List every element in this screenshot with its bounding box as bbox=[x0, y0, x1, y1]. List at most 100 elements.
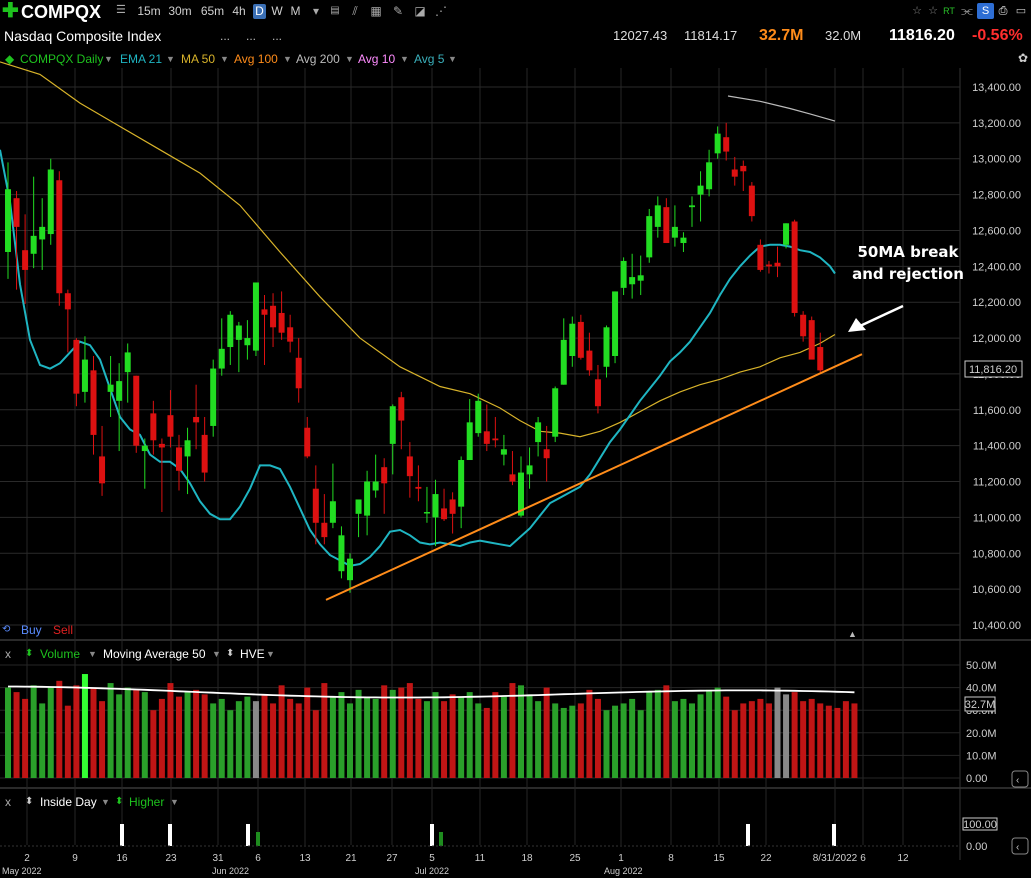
legend-caret-icon[interactable]: ▼ bbox=[266, 649, 275, 659]
candle-body bbox=[466, 422, 473, 461]
chart-type-icon[interactable]: ⫽ bbox=[352, 4, 358, 18]
favorite-star-icon[interactable]: ☆ bbox=[912, 5, 922, 17]
volume-label[interactable]: Volume bbox=[40, 647, 81, 661]
legend-caret-icon[interactable]: ▼ bbox=[166, 54, 175, 64]
sell-label[interactable]: Sell bbox=[53, 623, 74, 637]
tf-daily[interactable]: D bbox=[253, 4, 266, 19]
legend-caret-icon[interactable]: ▼ bbox=[212, 649, 221, 659]
legend-avg5[interactable]: Avg 5 bbox=[414, 52, 445, 66]
calculator-icon[interactable]: ▦ bbox=[370, 4, 382, 18]
refresh-icon[interactable]: ⟲ bbox=[2, 624, 11, 635]
add-symbol-icon[interactable]: ✚ bbox=[2, 0, 19, 22]
volume-bar bbox=[415, 698, 422, 778]
link-icon[interactable]: ⫘ bbox=[961, 3, 973, 18]
inside-day-marker bbox=[832, 824, 836, 846]
indicator-panel-close[interactable]: x bbox=[5, 795, 11, 809]
volume-current-box bbox=[964, 696, 996, 712]
info-dots-3[interactable]: ... bbox=[272, 29, 283, 43]
draw-pencil-icon[interactable]: ✎ bbox=[392, 4, 404, 18]
volume-bar bbox=[295, 703, 302, 778]
legend-avg100[interactable]: Avg 100 bbox=[234, 52, 278, 66]
legend-caret-icon[interactable]: ▼ bbox=[88, 649, 97, 659]
tf-65m[interactable]: 65m bbox=[200, 4, 225, 18]
legend-caret-icon[interactable]: ▼ bbox=[170, 797, 179, 807]
price-axis-label: 10,800.00 bbox=[972, 548, 1021, 560]
candle-body bbox=[629, 277, 636, 285]
share-icon[interactable]: ⋰ bbox=[435, 4, 447, 18]
tf-15m[interactable]: 15m bbox=[137, 4, 161, 18]
volume-toggle-icon[interactable]: ⬍ bbox=[25, 648, 34, 659]
layout-s-icon[interactable]: S bbox=[977, 3, 994, 19]
legend-caret-icon[interactable]: ▼ bbox=[101, 797, 110, 807]
higher-toggle-icon[interactable]: ⬍ bbox=[115, 796, 124, 807]
candle-body bbox=[458, 460, 465, 507]
tf-weekly[interactable]: W bbox=[271, 4, 283, 18]
dropdown-caret-icon[interactable]: ▾ bbox=[312, 4, 320, 18]
tf-monthly[interactable]: M bbox=[290, 4, 301, 18]
candle-body bbox=[176, 447, 182, 471]
inside-day-label[interactable]: Inside Day bbox=[40, 795, 97, 809]
grid-menu-icon[interactable]: ☰ bbox=[116, 4, 126, 16]
info-dots-1[interactable]: ... bbox=[220, 29, 231, 43]
chart-palette-icon[interactable]: ✿ bbox=[1018, 51, 1028, 65]
symbol-title[interactable]: COMPQX bbox=[21, 2, 102, 22]
hve-label[interactable]: HVE bbox=[240, 647, 265, 661]
volume-ma-label[interactable]: Moving Average 50 bbox=[103, 647, 206, 661]
legend-caret-icon[interactable]: ◆ bbox=[5, 52, 15, 66]
info-dots-2[interactable]: ... bbox=[246, 29, 257, 43]
print-icon[interactable]: ⎙ bbox=[998, 5, 1008, 17]
inside-day-toggle-icon[interactable]: ⬍ bbox=[25, 796, 34, 807]
legend-caret-icon[interactable]: ▼ bbox=[283, 54, 292, 64]
volume-bar bbox=[73, 685, 80, 778]
legend-caret-icon[interactable]: ▼ bbox=[104, 54, 113, 64]
volume-bar bbox=[475, 703, 482, 778]
chevron-left-icon[interactable]: ‹ bbox=[1016, 775, 1019, 786]
legend-ema21[interactable]: EMA 21 bbox=[120, 52, 163, 66]
legend-caret-icon[interactable]: ▼ bbox=[400, 54, 409, 64]
support-trendline[interactable] bbox=[325, 353, 863, 601]
candle-body bbox=[637, 275, 644, 281]
volume-bar bbox=[321, 683, 328, 778]
current-price-label: 11,816.20 bbox=[969, 364, 1017, 376]
legend-caret-icon[interactable]: ▼ bbox=[220, 54, 229, 64]
volume-bar bbox=[141, 692, 148, 778]
ema21-line bbox=[0, 149, 836, 567]
candle-body bbox=[612, 291, 619, 356]
buy-label[interactable]: Buy bbox=[21, 623, 42, 637]
legend-ma50[interactable]: MA 50 bbox=[181, 52, 216, 66]
tf-4h[interactable]: 4h bbox=[232, 4, 246, 18]
window-icon[interactable]: ▭ bbox=[1015, 5, 1027, 17]
candle-body bbox=[441, 508, 448, 520]
legend-caret-icon[interactable]: ▼ bbox=[448, 54, 457, 64]
chart-settings-icon[interactable]: ▤ bbox=[330, 5, 340, 16]
legend-caret-icon[interactable]: ▼ bbox=[345, 54, 354, 64]
volume-axis-label: 0.00 bbox=[966, 773, 987, 785]
volume-bar bbox=[329, 696, 336, 778]
indicator-scroll-btn[interactable] bbox=[1011, 837, 1029, 855]
volume-bar bbox=[338, 692, 345, 778]
volume-panel-close[interactable]: x bbox=[5, 647, 11, 661]
legend-avg200[interactable]: Avg 200 bbox=[296, 52, 340, 66]
hve-toggle-icon[interactable]: ⬍ bbox=[226, 648, 235, 659]
collapse-up-icon[interactable]: ▲ bbox=[848, 629, 857, 639]
price-axis-label: 12,600.00 bbox=[972, 225, 1021, 237]
candle-body bbox=[723, 137, 730, 152]
month-label: Jun 2022 bbox=[212, 866, 249, 876]
candle-body bbox=[765, 264, 772, 267]
tf-30m[interactable]: 30m bbox=[168, 4, 192, 18]
higher-label[interactable]: Higher bbox=[129, 795, 165, 809]
chevron-left-icon[interactable]: ‹ bbox=[1016, 842, 1019, 853]
candle-body bbox=[347, 558, 353, 581]
layers-icon[interactable]: ◪ bbox=[414, 4, 426, 18]
arrow-head-icon bbox=[848, 318, 866, 332]
volume-scroll-btn[interactable] bbox=[1011, 770, 1029, 788]
favorite-star-2-icon[interactable]: ☆ bbox=[928, 5, 938, 17]
legend-avg10[interactable]: Avg 10 bbox=[358, 52, 396, 66]
volume-bar bbox=[817, 703, 824, 778]
higher-marker bbox=[439, 832, 443, 846]
volume-bar bbox=[663, 685, 670, 778]
volume-bar bbox=[603, 710, 610, 778]
legend-symbol-daily[interactable]: COMPQX Daily bbox=[20, 52, 104, 66]
